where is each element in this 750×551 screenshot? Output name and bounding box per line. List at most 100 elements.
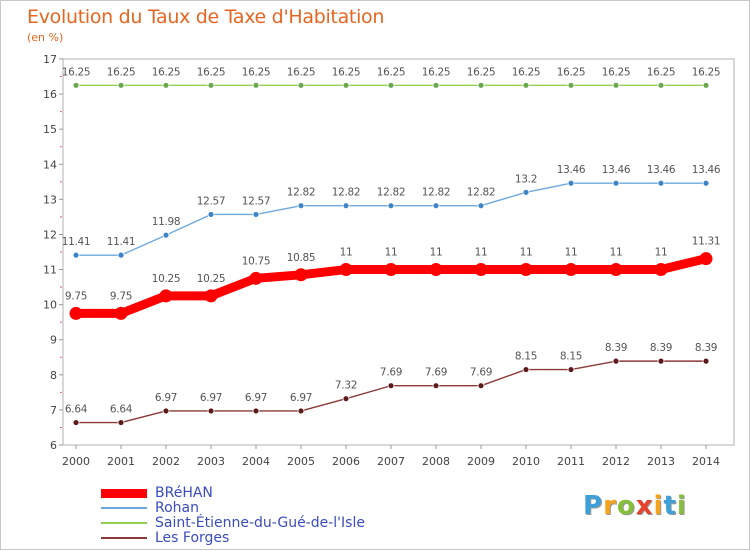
data-label: 6.97 [290,392,312,404]
y-tick-label: 6 [50,439,57,452]
data-label: 16.25 [332,66,361,78]
x-tick-label: 2012 [602,455,630,468]
x-tick-label: 2010 [512,455,540,468]
x-tick-label: 2013 [647,455,675,468]
data-point [72,81,80,89]
data-point [519,263,533,277]
data-point [702,179,710,187]
data-label: 11 [520,247,533,259]
data-point [702,81,710,89]
legend-label: Rohan [155,500,199,516]
legend-item: BRéHAN [101,486,431,501]
data-label: 6.64 [110,404,133,416]
data-point [162,231,170,239]
data-label: 7.69 [425,367,447,379]
data-label: 13.46 [647,164,676,176]
data-label: 16.25 [197,66,226,78]
data-label: 11.41 [62,236,91,248]
data-label: 16.25 [377,66,406,78]
legend-label: Les Forges [155,530,230,546]
y-tick-label: 13 [43,193,57,206]
legend-swatch [101,507,147,509]
y-tick-label: 17 [43,53,57,66]
y-tick-label: 14 [43,158,57,171]
data-label: 11.31 [692,236,721,248]
y-tick-label: 9 [50,334,57,347]
data-label: 12.57 [197,195,226,207]
logo-letter: P [583,491,604,521]
data-label: 12.82 [287,187,316,199]
data-point [114,306,128,320]
y-tick-label: 7 [50,404,57,417]
y-tick-label: 15 [43,123,57,136]
data-point [72,251,80,259]
unit-label: (en %) [27,31,64,44]
data-label: 9.75 [110,290,132,302]
data-label: 16.25 [422,66,451,78]
series-2 [72,81,710,89]
data-label: 13.2 [515,173,537,185]
data-point [117,419,125,426]
data-point [207,81,215,89]
data-label: 12.82 [422,187,451,199]
data-label: 11 [340,247,353,259]
data-point [564,263,578,277]
x-tick-label: 2006 [332,455,360,468]
data-point [657,179,665,187]
x-tick-label: 2004 [242,455,270,468]
series-1 [72,179,710,259]
data-label: 6.64 [65,404,88,416]
logo-letter: i [653,491,664,521]
series-3 [72,357,710,426]
data-label: 16.25 [692,66,721,78]
data-label: 11 [475,247,488,259]
data-label: 11 [610,247,623,259]
data-label: 12.57 [242,195,271,207]
data-label: 13.46 [557,164,586,176]
data-label: 10.25 [152,273,181,285]
data-point [657,81,665,89]
data-point [297,407,305,415]
data-point [339,263,353,277]
x-tick-label: 2008 [422,455,450,468]
data-point [612,179,620,187]
data-label: 13.46 [602,164,631,176]
data-label: 16.25 [512,66,541,78]
data-point [342,395,350,403]
legend-swatch [101,489,147,498]
legend-label: BRéHAN [155,485,213,501]
data-label: 16.25 [647,66,676,78]
logo-letter: x [635,491,654,521]
data-point [387,81,395,89]
data-point [162,407,170,415]
logo-letter: o [616,491,636,521]
data-point [567,366,575,373]
data-label: 11.98 [152,216,181,228]
data-point [657,357,665,365]
data-label: 12.82 [377,187,406,199]
data-label: 12.82 [332,187,361,199]
y-tick-label: 16 [43,88,57,101]
data-point [297,81,305,89]
legend-item: Rohan [101,501,431,516]
proxiti-logo: Proxiti [583,491,687,521]
data-point [252,211,260,218]
data-point [252,81,260,89]
x-tick-label: 2000 [62,455,90,468]
data-label: 9.75 [65,290,87,302]
x-tick-label: 2002 [152,455,180,468]
data-point [477,202,485,210]
data-label: 6.97 [245,392,267,404]
logo-letter: r [603,491,617,521]
data-label: 16.25 [467,66,496,78]
data-point [567,81,575,89]
data-label: 8.39 [695,342,717,354]
y-tick-label: 10 [43,299,57,312]
data-point [522,366,530,373]
data-label: 7.69 [470,367,492,379]
data-point [162,81,170,89]
data-point [252,407,260,415]
data-point [432,81,440,89]
data-point [477,382,485,390]
x-tick-label: 2011 [557,455,585,468]
